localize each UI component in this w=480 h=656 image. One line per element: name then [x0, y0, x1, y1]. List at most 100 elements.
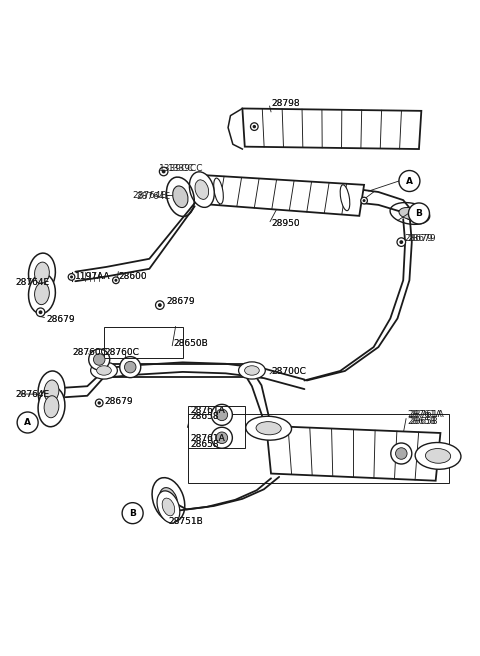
Ellipse shape: [38, 371, 65, 411]
Text: 28764E: 28764E: [16, 278, 50, 287]
Circle shape: [38, 310, 42, 314]
Ellipse shape: [35, 262, 49, 284]
Circle shape: [216, 409, 228, 420]
Circle shape: [399, 240, 403, 244]
Polygon shape: [242, 108, 421, 149]
Ellipse shape: [246, 417, 291, 440]
Ellipse shape: [35, 283, 49, 304]
Text: 28650B: 28650B: [173, 338, 208, 348]
Bar: [188, 414, 449, 483]
Text: 28679: 28679: [407, 234, 436, 243]
Ellipse shape: [256, 422, 281, 435]
Text: 28760C: 28760C: [72, 348, 107, 358]
Circle shape: [162, 169, 166, 173]
Polygon shape: [266, 426, 441, 481]
Text: 28764E: 28764E: [137, 192, 171, 201]
Ellipse shape: [96, 366, 111, 375]
Text: 28679: 28679: [104, 398, 132, 407]
Circle shape: [94, 354, 105, 365]
Ellipse shape: [157, 491, 180, 523]
Text: 1339CC: 1339CC: [168, 163, 204, 173]
Text: 28761A: 28761A: [407, 411, 442, 419]
Ellipse shape: [44, 396, 59, 418]
Text: 28679: 28679: [166, 297, 195, 306]
Ellipse shape: [91, 362, 117, 379]
Ellipse shape: [159, 487, 178, 512]
Text: 28658: 28658: [409, 417, 438, 426]
Text: 28764E: 28764E: [132, 191, 166, 200]
Circle shape: [159, 167, 168, 176]
Text: 28764E: 28764E: [16, 390, 50, 400]
Text: 28764E: 28764E: [16, 278, 50, 287]
Text: B: B: [129, 508, 136, 518]
Text: 28761A: 28761A: [190, 434, 225, 443]
Text: A: A: [406, 176, 413, 186]
Ellipse shape: [28, 274, 55, 314]
Text: 28798: 28798: [271, 99, 300, 108]
Text: 28658: 28658: [190, 440, 218, 449]
Circle shape: [251, 123, 258, 131]
Circle shape: [252, 125, 256, 129]
Ellipse shape: [415, 443, 461, 469]
Circle shape: [70, 276, 73, 278]
Text: 28764E: 28764E: [16, 390, 50, 400]
Circle shape: [97, 401, 101, 405]
Ellipse shape: [340, 185, 350, 211]
Circle shape: [89, 349, 110, 370]
Circle shape: [211, 427, 232, 448]
Text: 28679: 28679: [104, 398, 132, 407]
Text: 28600: 28600: [118, 272, 147, 281]
Circle shape: [120, 357, 141, 378]
Text: 28760C: 28760C: [72, 348, 107, 358]
Text: 28679: 28679: [47, 315, 75, 324]
Text: 28700C: 28700C: [271, 367, 306, 377]
Text: 28761A: 28761A: [409, 411, 444, 419]
Text: 28751B: 28751B: [168, 517, 203, 525]
Circle shape: [211, 404, 232, 425]
Text: 28798: 28798: [271, 99, 300, 108]
Circle shape: [362, 199, 366, 202]
Text: 28700C: 28700C: [271, 367, 306, 377]
Circle shape: [17, 412, 38, 433]
Text: 28760C: 28760C: [104, 348, 139, 358]
Polygon shape: [202, 175, 364, 216]
Circle shape: [361, 197, 367, 204]
Text: 28679: 28679: [47, 315, 75, 324]
Ellipse shape: [399, 207, 421, 220]
Text: 28679: 28679: [405, 234, 433, 243]
Ellipse shape: [28, 253, 55, 293]
Circle shape: [68, 274, 75, 280]
Ellipse shape: [162, 498, 175, 516]
Text: 28658: 28658: [190, 412, 218, 420]
Text: 1339CC: 1339CC: [159, 163, 194, 173]
Text: 28658: 28658: [190, 440, 218, 449]
Ellipse shape: [38, 387, 65, 427]
Bar: [104, 327, 183, 358]
Circle shape: [158, 303, 162, 307]
Circle shape: [408, 203, 430, 224]
Ellipse shape: [214, 178, 223, 204]
Ellipse shape: [44, 380, 59, 402]
Ellipse shape: [173, 186, 188, 207]
Bar: [188, 406, 245, 448]
Circle shape: [396, 448, 407, 459]
Text: 28650B: 28650B: [173, 338, 208, 348]
Circle shape: [216, 432, 228, 443]
Text: 28950: 28950: [271, 218, 300, 228]
Circle shape: [113, 277, 119, 283]
Text: 28950: 28950: [271, 218, 300, 228]
Text: 28600: 28600: [118, 272, 147, 281]
Circle shape: [124, 361, 136, 373]
Text: 28760C: 28760C: [104, 348, 139, 358]
Circle shape: [399, 171, 420, 192]
Text: 28679: 28679: [166, 297, 195, 306]
Text: 28761A: 28761A: [190, 405, 225, 415]
Text: 28658: 28658: [190, 412, 218, 420]
Text: B: B: [416, 209, 422, 218]
Text: 28751B: 28751B: [168, 517, 203, 525]
Circle shape: [122, 502, 143, 523]
Ellipse shape: [239, 362, 265, 379]
Ellipse shape: [190, 172, 214, 207]
Circle shape: [391, 443, 412, 464]
Text: 28761A: 28761A: [190, 405, 225, 415]
